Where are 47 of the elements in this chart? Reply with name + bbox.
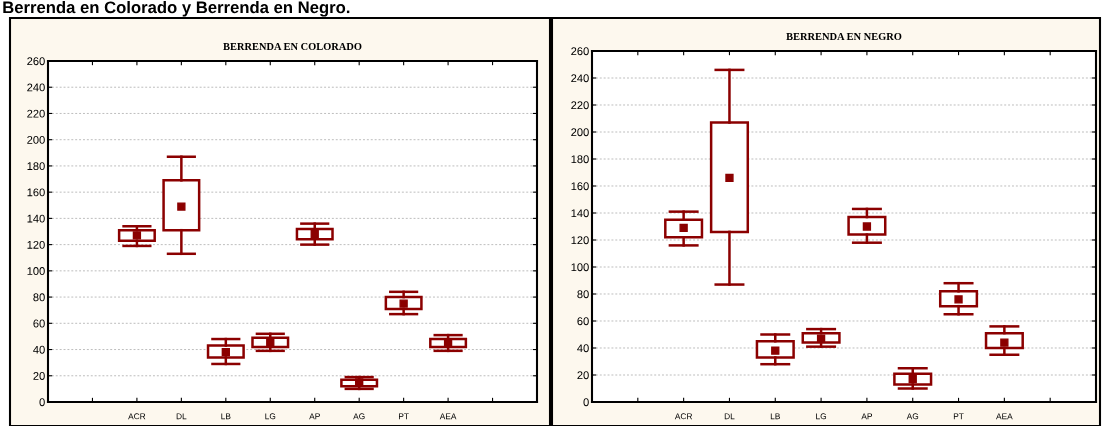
x-tick-label: ACR [674,413,693,420]
y-tick-label: 160 [27,188,45,197]
x-tick-label: DL [724,413,735,420]
x-tick-label: AG [353,413,365,420]
y-tick-label: 0 [39,398,45,407]
y-tick-label: 260 [571,47,589,56]
y-tick-label: 80 [33,293,45,302]
y-tick-label: 40 [33,345,45,354]
x-tick-label: AP [861,413,873,420]
x-tick-label: AEA [439,413,457,420]
y-tick-label: 20 [33,372,45,380]
text: Berrenda en Colorado y Berrenda en Negro. [3,1,350,17]
y-tick-label: 60 [33,319,45,328]
y-tick-label: 60 [577,317,589,326]
x-tick-label: LB [770,413,780,420]
x-tick-label: LG [265,413,276,420]
y-tick-label: 160 [571,182,589,191]
y-tick-label: 100 [571,263,589,272]
y-tick-label: 80 [577,290,589,299]
y-tick-label: 140 [571,209,589,218]
y-tick-label: 100 [27,267,45,275]
x-tick-label: LG [816,413,827,420]
y-tick-label: 180 [571,155,589,164]
x-tick-label: AG [906,413,919,420]
x-tick-label: LB [221,413,231,420]
x-tick-label: PT [399,413,409,420]
y-tick-label: 180 [27,162,45,171]
x-tick-label: AEA [996,413,1013,420]
y-tick-label: 260 [27,57,45,66]
y-tick-label: 200 [571,128,589,137]
x-tick-label: DL [176,413,187,420]
y-tick-label: 140 [27,214,45,223]
y-tick-label: 120 [571,236,589,245]
chart-title: BERRENDA EN NEGRO [786,32,902,40]
x-tick-label: AP [309,413,320,420]
x-tick-label: PT [953,413,964,420]
chart-title: BERRENDA EN COLORADO [223,42,362,50]
y-tick-label: 240 [27,83,45,92]
y-tick-label: 220 [27,109,45,118]
y-tick-label: 220 [571,101,589,110]
y-tick-label: 240 [571,74,589,83]
y-tick-label: 120 [27,240,45,249]
x-tick-label: ACR [128,413,146,420]
y-tick-label: 40 [577,344,589,353]
y-tick-label: 20 [577,371,589,380]
y-tick-label: 200 [27,135,45,144]
y-tick-label: 0 [583,398,589,407]
